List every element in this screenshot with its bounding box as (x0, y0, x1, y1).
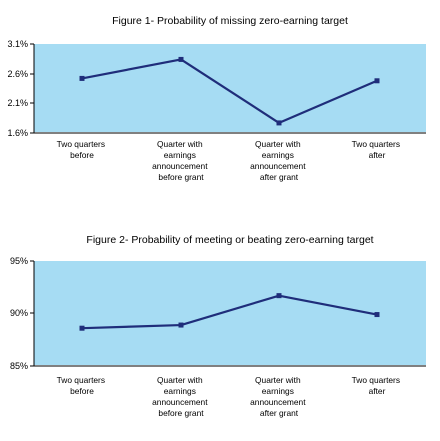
chart-1-x-tick-label: Quarter with earnings announcement after… (250, 139, 308, 182)
chart-2-y-tick: 85% (10, 361, 28, 371)
chart-1-x-labels: Two quarters before Quarter with earning… (57, 139, 403, 182)
chart-1-y-tick: 2.6% (7, 69, 28, 79)
chart-2-y-tick: 90% (10, 308, 28, 318)
chart-1-plot-area (34, 44, 426, 132)
chart-2-y-tick: 95% (10, 256, 28, 266)
data-point-marker (79, 75, 85, 81)
chart-2-x-labels: Two quarters before Quarter with earning… (57, 375, 403, 418)
series-line (81, 58, 378, 125)
chart-2: Figure 2- Probability of meeting or beat… (10, 234, 426, 418)
data-point-marker (79, 325, 85, 331)
chart-1-x-tick-label: Quarter with earnings announcement befor… (152, 139, 210, 182)
data-point-marker (276, 293, 282, 299)
data-point-marker (374, 312, 380, 318)
data-point-marker (374, 78, 380, 84)
chart-2-series (79, 293, 380, 331)
series-line (81, 294, 378, 330)
chart-1-y-tick: 3.1% (7, 39, 28, 49)
data-point-marker (178, 322, 184, 328)
chart-1-x-tick-label: Two quarters before (57, 139, 108, 160)
chart-2-plot-area (34, 261, 426, 365)
chart-1: Figure 1- Probability of missing zero-ea… (7, 15, 426, 182)
chart-1-series (79, 56, 380, 126)
chart-1-x-tick-label: Two quarters after (352, 139, 403, 160)
chart-2-title: Figure 2- Probability of meeting or beat… (86, 234, 373, 246)
chart-2-x-tick-label: Two quarters after (352, 375, 403, 396)
chart-1-title: Figure 1- Probability of missing zero-ea… (112, 15, 348, 27)
chart-2-x-tick-label: Quarter with earnings announcement after… (250, 375, 308, 418)
data-point-marker (276, 120, 282, 126)
chart-1-y-tick: 1.6% (7, 128, 28, 138)
chart-1-y-tick: 2.1% (7, 98, 28, 108)
chart-2-x-tick-label: Two quarters before (57, 375, 108, 396)
chart-2-x-tick-label: Quarter with earnings announcement befor… (152, 375, 210, 418)
data-point-marker (178, 56, 184, 62)
